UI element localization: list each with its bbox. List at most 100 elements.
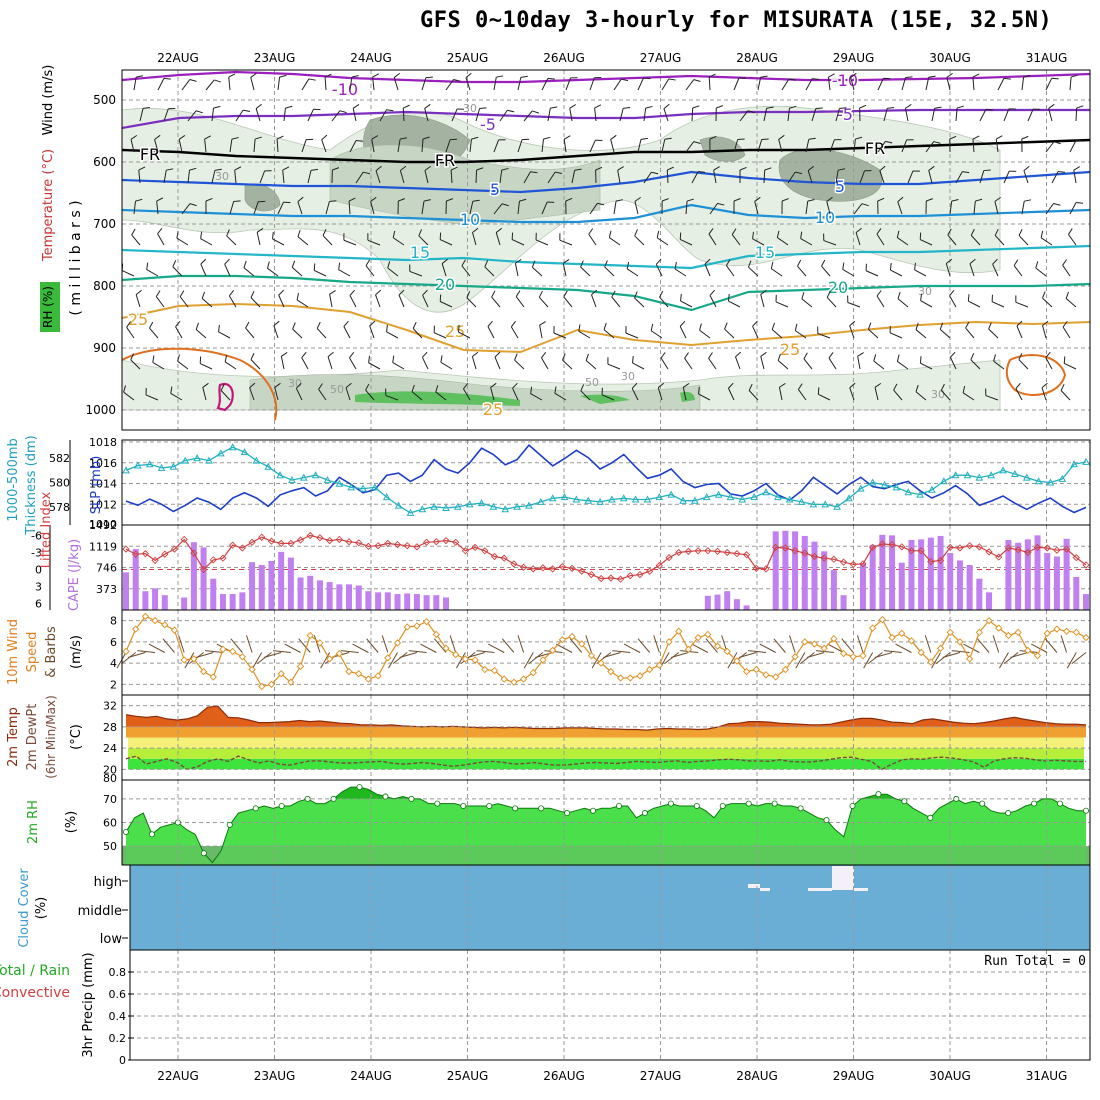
wind-barb-flag (457, 325, 460, 333)
wind-barb-flag (949, 135, 957, 140)
lifted-index-marker (180, 535, 188, 544)
li-tick: 6 (35, 598, 42, 611)
lifted-index-marker (985, 548, 993, 556)
wind-barb (121, 270, 135, 277)
wind-barb (177, 360, 189, 370)
slp-tick: 1012 (89, 498, 117, 511)
wind-barb-flag (588, 228, 594, 235)
wind-barb (585, 360, 597, 370)
wind-barb (228, 295, 237, 308)
wind-barb (613, 78, 622, 91)
wind-barb (461, 265, 471, 277)
wind-barb (763, 108, 768, 122)
lifted-index-marker (665, 553, 673, 562)
wind-barb-flag (761, 138, 769, 141)
cloud-cover-panel: high middle low Cloud Cover (%) (17, 864, 1091, 951)
isotherm-label: FR (435, 151, 455, 170)
wind10-barb (942, 652, 961, 658)
wind-barb-flag (897, 291, 901, 299)
wind-barb (1023, 170, 1029, 184)
thickness-marker (560, 493, 569, 501)
wind-barb (680, 300, 693, 308)
wind-barb (386, 331, 399, 339)
wind-barb (955, 108, 958, 122)
wind-barb (445, 79, 455, 91)
lifted-index-marker (170, 545, 179, 553)
cape-bar (986, 592, 993, 610)
wind-barb-flag (915, 384, 919, 392)
wind-barb-flag (893, 383, 898, 391)
precip-panel: 0 0.2 0.4 0.6 0.8 Run Total = 0 Total / Rain Co… (0, 949, 1091, 1067)
wind-barb-flag (1041, 382, 1048, 389)
wind-barb-flag (962, 171, 970, 174)
date-label-top: 24AUG (350, 51, 392, 65)
wind10-barb (434, 638, 447, 653)
wind-barb-flag (699, 323, 702, 331)
thickness-marker (347, 483, 356, 491)
wind-speed-marker (985, 616, 993, 625)
thickness-marker (667, 490, 676, 498)
wind-barb (914, 269, 927, 277)
wind-barb (889, 332, 903, 339)
cape-bar (937, 535, 944, 610)
wind-barb-flag (776, 230, 780, 238)
wind-barb (682, 387, 687, 401)
wind-speed-marker (1014, 628, 1022, 636)
rh2m-marker (226, 821, 233, 828)
rh2m-marker (693, 802, 700, 809)
wind-barb-flag (704, 258, 711, 265)
wind-barb-flag (213, 105, 221, 109)
isotherm-10 (121, 203, 1091, 224)
wind-barb-flag (189, 203, 197, 207)
lifted-index-marker (907, 547, 916, 555)
wind-barb-flag (585, 353, 589, 361)
wind-barb-flag (157, 227, 163, 235)
wind-barb-flag (1065, 291, 1069, 299)
wind-barb-flag (297, 229, 301, 237)
slp-line (125, 443, 1087, 514)
wind-barb-flag (291, 260, 296, 268)
wind-barb-flag (276, 135, 284, 140)
cape-bar (161, 595, 168, 610)
wind-barb (897, 298, 909, 308)
wind-speed-marker (1072, 628, 1080, 636)
wind-barb (133, 77, 137, 91)
wind10-barb (388, 652, 398, 669)
lifted-index-marker (772, 543, 780, 552)
wind10-barb (789, 635, 796, 653)
lifted-index-marker (229, 541, 237, 549)
wind-speed-marker (995, 624, 1003, 632)
wind-barb (947, 234, 957, 246)
wind-barb-flag (224, 354, 228, 362)
wind-barb (375, 170, 381, 184)
wind-barb-flag (554, 171, 563, 174)
wind-barb-flag (1003, 77, 1011, 80)
rh-contour-label: 30 (463, 102, 477, 115)
upper-ylabel-wind: Wind (m/s) (41, 65, 56, 136)
wind10-barb (827, 643, 844, 653)
cape-bar (792, 531, 799, 610)
wind-speed-marker (374, 672, 382, 680)
rh2m-marker (304, 795, 311, 802)
wind-barb (940, 390, 951, 401)
wind-barb-flag (155, 290, 161, 297)
wind-barb-flag (766, 106, 774, 109)
isotherm-25 (121, 302, 1091, 354)
cloud-gap (748, 884, 760, 888)
wind-barb (748, 266, 759, 277)
wind-barb (499, 109, 508, 122)
wind-barb-flag (327, 351, 334, 358)
wind10-barb (517, 635, 525, 653)
wind-barb (893, 389, 903, 401)
lifted-index-marker (578, 567, 586, 575)
cape-tick: 373 (96, 583, 117, 596)
slp-thickness-panel: 1012 1014 1016 1018 1010 578 580 582 1000-500mb T… (6, 435, 1091, 536)
wind-barb (1015, 301, 1029, 308)
wind-barb-flag (1018, 229, 1023, 236)
wind-barb (778, 387, 783, 401)
wind-barb (274, 387, 279, 401)
thickness-marker (418, 505, 427, 513)
cape-bar (704, 595, 711, 610)
wind-barb (708, 76, 711, 91)
lifted-index-line (125, 534, 1087, 580)
